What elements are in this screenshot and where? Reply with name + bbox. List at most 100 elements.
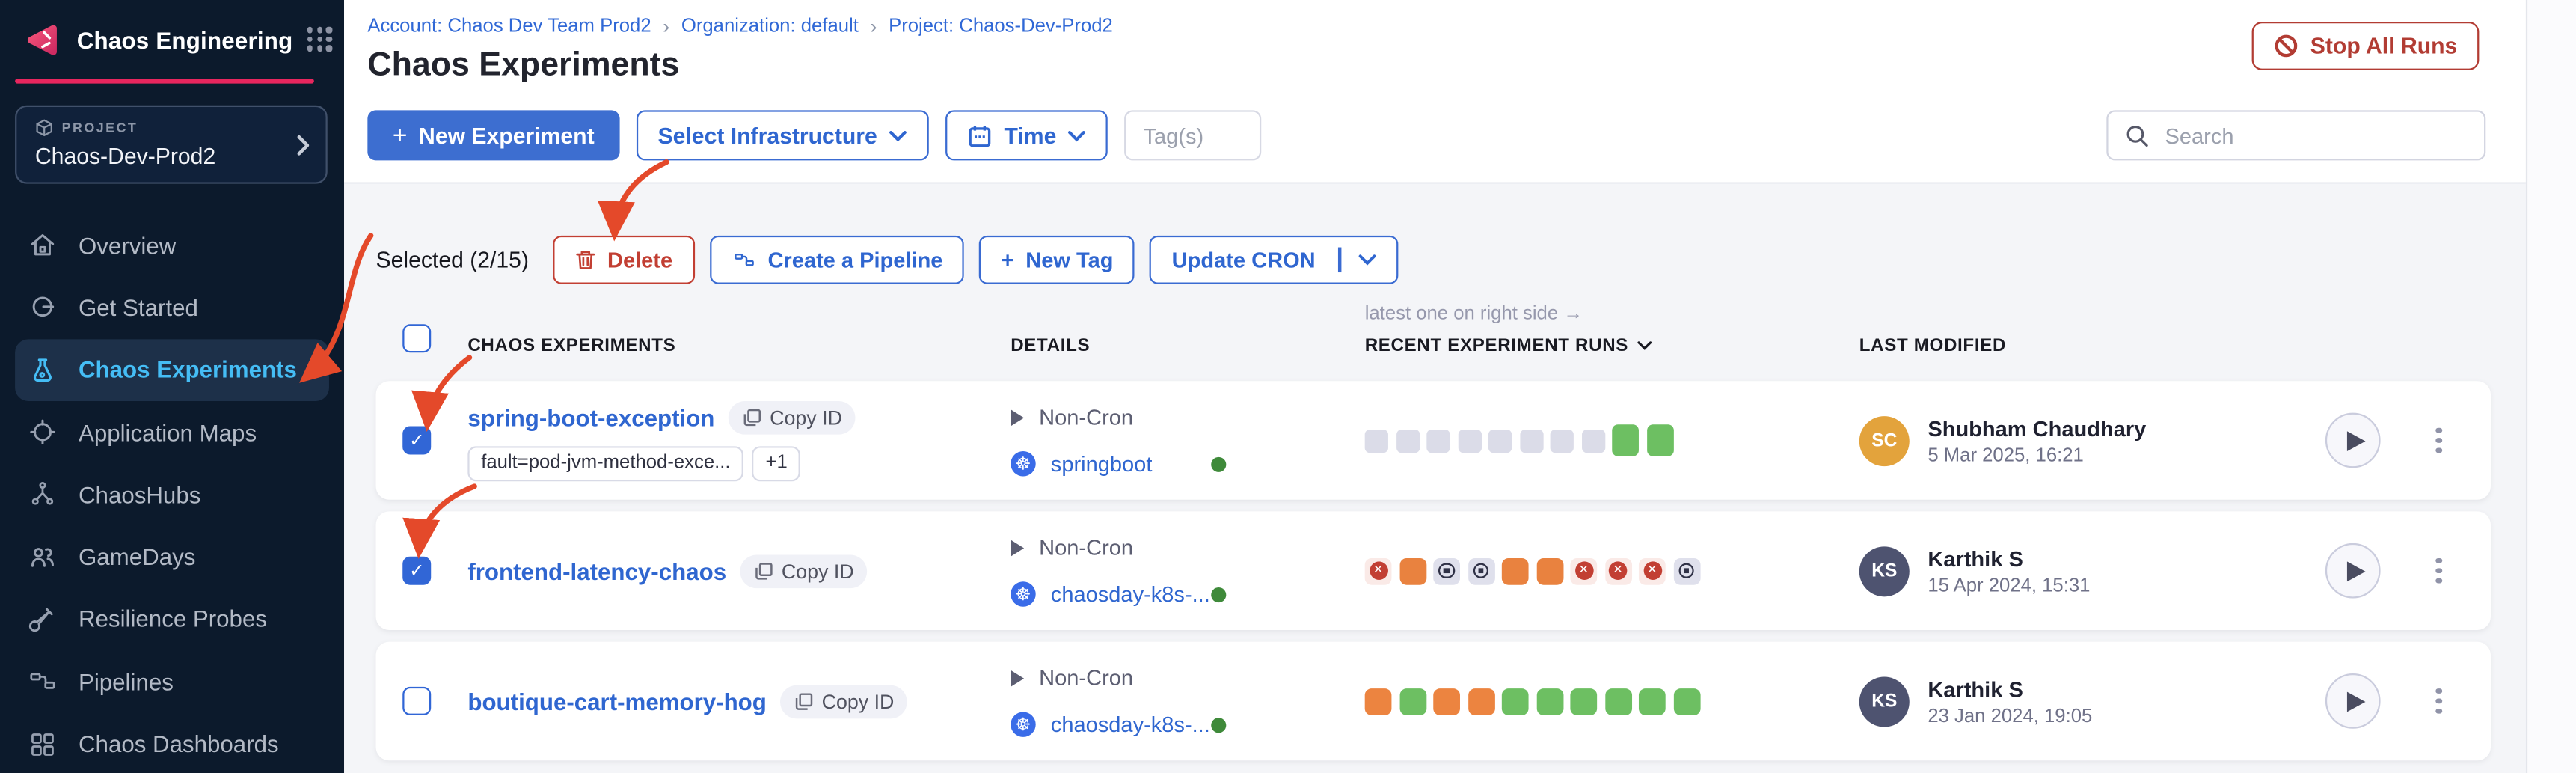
run-tile-stopped[interactable] xyxy=(1433,557,1460,584)
sidebar-item-chaos-experiments[interactable]: Chaos Experiments xyxy=(15,338,329,401)
run-experiment-button[interactable] xyxy=(2325,543,2382,599)
scrollbar[interactable] xyxy=(2525,0,2576,773)
run-tile-orange[interactable] xyxy=(1364,688,1392,715)
run-tile-green[interactable] xyxy=(1501,688,1529,715)
page-header: Account: Chaos Dev Team Prod2 › Organiza… xyxy=(344,0,2526,184)
table-header: CHAOS EXPERIMENTS DETAILS latest one on … xyxy=(376,304,2491,356)
calendar-icon xyxy=(967,123,993,148)
tag-chip[interactable]: fault=pod-jvm-method-exce... xyxy=(467,445,744,481)
breadcrumb-organization-link[interactable]: Organization: default xyxy=(681,16,859,37)
breadcrumb-account-link[interactable]: Account: Chaos Dev Team Prod2 xyxy=(367,16,651,37)
run-experiment-button[interactable] xyxy=(2325,673,2382,729)
run-tile-empty[interactable] xyxy=(1580,428,1605,453)
breadcrumb-separator: › xyxy=(663,15,670,39)
create-pipeline-button[interactable]: Create a Pipeline xyxy=(709,234,965,284)
play-small-icon xyxy=(1011,539,1025,556)
sidebar-item-chaos-dashboards[interactable]: Chaos Dashboards xyxy=(0,712,344,773)
run-tile-failed[interactable]: ✕ xyxy=(1570,557,1598,584)
run-tile-green[interactable] xyxy=(1604,688,1631,715)
copy-id-button[interactable]: Copy ID xyxy=(779,684,908,718)
project-selector[interactable]: PROJECT Chaos-Dev-Prod2 xyxy=(15,105,328,184)
row-menu-button[interactable] xyxy=(2432,682,2447,719)
run-tile-green[interactable] xyxy=(1536,688,1563,715)
delete-button[interactable]: Delete xyxy=(552,234,695,284)
run-tile-empty[interactable] xyxy=(1426,428,1450,453)
update-cron-dropdown[interactable]: Update CRON xyxy=(1150,234,1399,284)
run-experiment-button[interactable] xyxy=(2325,412,2382,468)
new-tag-button[interactable]: + New Tag xyxy=(979,234,1135,284)
stopped-run-icon xyxy=(1473,563,1489,579)
sidebar-item-resilience-probes[interactable]: Resilience Probes xyxy=(0,588,344,650)
experiment-name-link[interactable]: spring-boot-exception xyxy=(467,403,715,431)
select-all-checkbox[interactable] xyxy=(402,324,432,353)
pipeline-icon xyxy=(28,667,57,696)
experiment-name-link[interactable]: boutique-cart-memory-hog xyxy=(467,688,767,715)
run-tile-running[interactable] xyxy=(1536,557,1563,584)
column-header-recent-runs[interactable]: RECENT EXPERIMENT RUNS xyxy=(1365,336,1859,356)
crosshair-icon xyxy=(28,418,57,446)
run-tile-failed[interactable]: ✕ xyxy=(1638,557,1666,584)
run-tile-empty[interactable] xyxy=(1457,428,1481,453)
get-started-icon xyxy=(28,293,57,322)
run-tile-failed[interactable]: ✕ xyxy=(1604,557,1631,584)
column-header-experiments[interactable]: CHAOS EXPERIMENTS xyxy=(467,335,676,356)
run-tile-stopped[interactable] xyxy=(1672,557,1700,584)
sidebar-item-application-maps[interactable]: Application Maps xyxy=(0,401,344,463)
run-tile-stopped[interactable] xyxy=(1468,557,1494,584)
sidebar-item-pipelines[interactable]: Pipelines xyxy=(0,650,344,712)
run-tile-running[interactable] xyxy=(1501,557,1529,584)
run-tile-orange[interactable] xyxy=(1468,688,1494,715)
run-tile-empty[interactable] xyxy=(1364,428,1388,453)
run-tile-empty[interactable] xyxy=(1396,428,1420,453)
run-tile-failed[interactable]: ✕ xyxy=(1364,557,1392,584)
run-tile-empty[interactable] xyxy=(1550,428,1574,453)
stop-all-runs-button[interactable]: Stop All Runs xyxy=(2251,22,2480,70)
copy-id-button[interactable]: Copy ID xyxy=(739,554,868,588)
new-experiment-button[interactable]: + New Experiment xyxy=(367,110,620,161)
run-tile-green[interactable] xyxy=(1672,688,1700,715)
search-input[interactable] xyxy=(2165,123,2468,148)
sidebar-item-gamedays[interactable]: GameDays xyxy=(0,525,344,587)
run-tile-green[interactable] xyxy=(1570,688,1598,715)
run-tile-running[interactable] xyxy=(1399,557,1426,584)
experiment-name-link[interactable]: frontend-latency-chaos xyxy=(467,557,727,584)
stopped-run-icon xyxy=(1678,563,1695,579)
row-menu-button[interactable] xyxy=(2432,422,2447,459)
avatar: KS xyxy=(1859,676,1910,727)
infra-link[interactable]: springboot xyxy=(1050,451,1153,477)
chevron-down-icon xyxy=(889,129,907,141)
infra-link[interactable]: chaosday-k8s-... xyxy=(1050,581,1210,607)
row-menu-button[interactable] xyxy=(2432,552,2447,589)
infra-status-dot xyxy=(1211,586,1227,602)
time-filter-dropdown[interactable]: Time xyxy=(945,110,1108,161)
create-pipeline-label: Create a Pipeline xyxy=(767,246,943,272)
project-name: Chaos-Dev-Prod2 xyxy=(34,144,216,169)
sidebar-item-label: GameDays xyxy=(78,543,196,570)
run-tile-success[interactable] xyxy=(1612,424,1639,456)
failed-run-icon: ✕ xyxy=(1574,561,1593,580)
time-filter-label: Time xyxy=(1004,123,1057,148)
network-icon xyxy=(28,480,57,509)
infra-link[interactable]: chaosday-k8s-... xyxy=(1050,712,1210,737)
row-checkbox[interactable]: ✓ xyxy=(402,426,432,455)
sidebar-item-overview[interactable]: Overview xyxy=(0,214,344,276)
run-tile-empty[interactable] xyxy=(1488,428,1512,453)
run-tile-orange[interactable] xyxy=(1433,688,1460,715)
sidebar-item-chaoshubs[interactable]: ChaosHubs xyxy=(0,463,344,525)
run-tile-green[interactable] xyxy=(1399,688,1426,715)
breadcrumb-project-link[interactable]: Project: Chaos-Dev-Prod2 xyxy=(889,16,1113,37)
module-grid-icon[interactable] xyxy=(307,27,332,52)
run-tile-empty[interactable] xyxy=(1519,428,1543,453)
select-infrastructure-dropdown[interactable]: Select Infrastructure xyxy=(636,110,930,161)
tags-filter-input[interactable] xyxy=(1124,110,1263,161)
search-box[interactable] xyxy=(2106,110,2486,161)
run-tile-success[interactable] xyxy=(1646,424,1673,456)
row-checkbox[interactable]: ✓ xyxy=(402,556,432,585)
sidebar-item-get-started[interactable]: Get Started xyxy=(0,276,344,338)
modified-by-name: Karthik S xyxy=(1928,546,2023,571)
tag-chip[interactable]: +1 xyxy=(752,445,801,481)
copy-id-button[interactable]: Copy ID xyxy=(728,400,856,434)
sidebar-item-label: ChaosHubs xyxy=(78,480,201,508)
run-tile-green[interactable] xyxy=(1638,688,1666,715)
row-checkbox[interactable] xyxy=(402,686,432,715)
